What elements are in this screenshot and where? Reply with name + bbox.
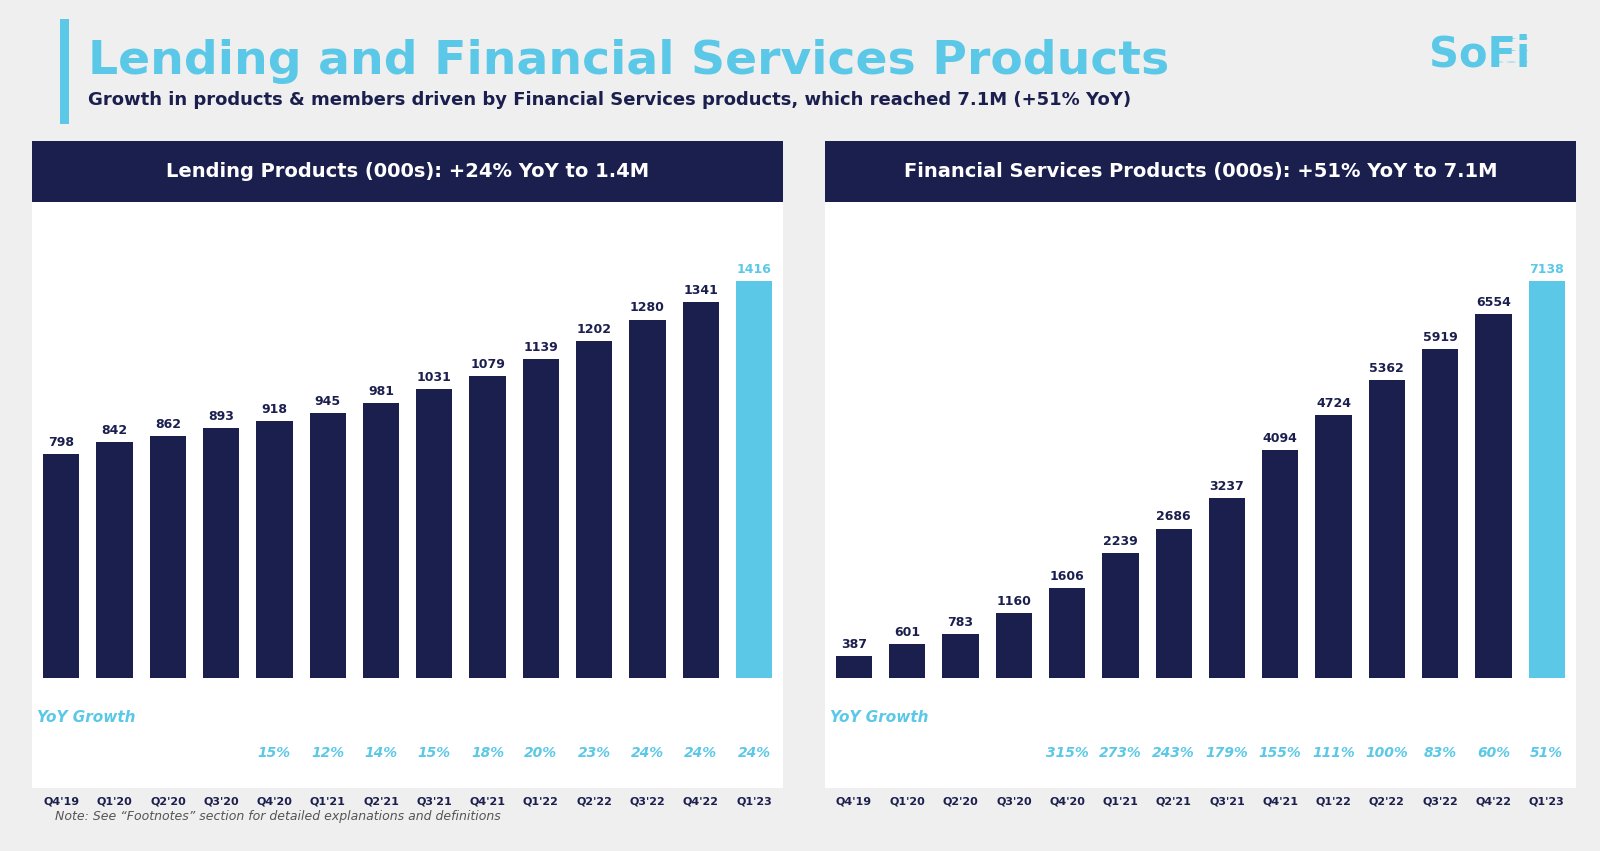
Bar [1368,380,1405,677]
Bar [469,376,506,677]
Text: 18%: 18% [470,745,504,760]
Text: Lending and Financial Services Products: Lending and Financial Services Products [88,38,1170,83]
Bar [1262,450,1298,677]
Bar [256,420,293,677]
Text: SoFi: SoFi [1429,34,1531,76]
Bar [736,282,773,677]
Bar [363,403,398,677]
Bar [43,454,80,677]
Text: 2239: 2239 [1102,535,1138,548]
Text: 981: 981 [368,385,394,398]
Text: 4724: 4724 [1317,397,1350,410]
Text: 315%: 315% [1046,745,1088,760]
Bar [1050,588,1085,677]
Bar [576,341,613,677]
Text: 6554: 6554 [1475,296,1510,309]
Text: 51%: 51% [1530,745,1563,760]
Text: 243%: 243% [1152,745,1195,760]
Text: 783: 783 [947,616,973,629]
Text: 5362: 5362 [1370,362,1405,375]
Text: 842: 842 [101,424,128,437]
Bar [523,359,558,677]
Text: 100%: 100% [1365,745,1408,760]
Text: YoY Growth: YoY Growth [37,710,136,725]
Bar [416,389,453,677]
Text: 1341: 1341 [683,284,718,297]
Text: 862: 862 [155,419,181,431]
Text: 893: 893 [208,409,234,423]
Bar [1155,528,1192,677]
Text: 1202: 1202 [576,323,611,336]
Text: Growth in products & members driven by Financial Services products, which reache: Growth in products & members driven by F… [88,91,1131,109]
Text: 4094: 4094 [1262,432,1298,445]
Text: Note: See “Footnotes” section for detailed explanations and definitions: Note: See “Footnotes” section for detail… [54,810,501,823]
Text: 12%: 12% [310,745,344,760]
Bar [995,614,1032,677]
Bar [150,437,186,677]
Bar [1528,282,1565,677]
Text: 1606: 1606 [1050,570,1085,583]
Bar [1475,314,1512,677]
Text: 23%: 23% [578,745,611,760]
Bar [203,428,240,677]
Text: 1031: 1031 [418,371,451,384]
Text: 83%: 83% [1424,745,1456,760]
FancyBboxPatch shape [59,19,69,124]
Text: 15%: 15% [258,745,291,760]
Text: 2686: 2686 [1157,511,1190,523]
Text: 155%: 155% [1259,745,1302,760]
Text: 1079: 1079 [470,357,506,370]
Bar [942,634,979,677]
Text: 24%: 24% [685,745,717,760]
Text: 24%: 24% [630,745,664,760]
Text: 60%: 60% [1477,745,1510,760]
Bar [629,319,666,677]
Text: 601: 601 [894,626,920,639]
Bar [890,644,925,677]
Text: 798: 798 [48,437,74,449]
Text: 387: 387 [842,638,867,651]
Text: 1160: 1160 [997,595,1032,608]
Text: 24%: 24% [738,745,771,760]
Bar [1315,415,1352,677]
Bar [310,414,346,677]
Text: 15%: 15% [418,745,451,760]
Bar [683,302,718,677]
Bar [1422,349,1458,677]
Text: 1416: 1416 [736,263,771,277]
Text: 20%: 20% [525,745,557,760]
Text: YoY Growth: YoY Growth [830,710,928,725]
Bar [1210,498,1245,677]
Text: Lending Products (000s): +24% YoY to 1.4M: Lending Products (000s): +24% YoY to 1.4… [166,162,650,181]
Text: 14%: 14% [365,745,397,760]
Text: 945: 945 [315,395,341,408]
Text: 1280: 1280 [630,301,666,314]
Text: 179%: 179% [1205,745,1248,760]
Bar [96,442,133,677]
Text: 273%: 273% [1099,745,1142,760]
Text: 918: 918 [261,403,288,415]
Text: 111%: 111% [1312,745,1355,760]
Text: Financial Services Products (000s): +51% YoY to 7.1M: Financial Services Products (000s): +51%… [904,162,1498,181]
Text: 3237: 3237 [1210,480,1245,493]
Text: 5919: 5919 [1422,331,1458,344]
Bar [835,656,872,677]
Text: 1139: 1139 [523,340,558,354]
Text: 7138: 7138 [1530,263,1565,277]
Bar [1102,553,1139,677]
